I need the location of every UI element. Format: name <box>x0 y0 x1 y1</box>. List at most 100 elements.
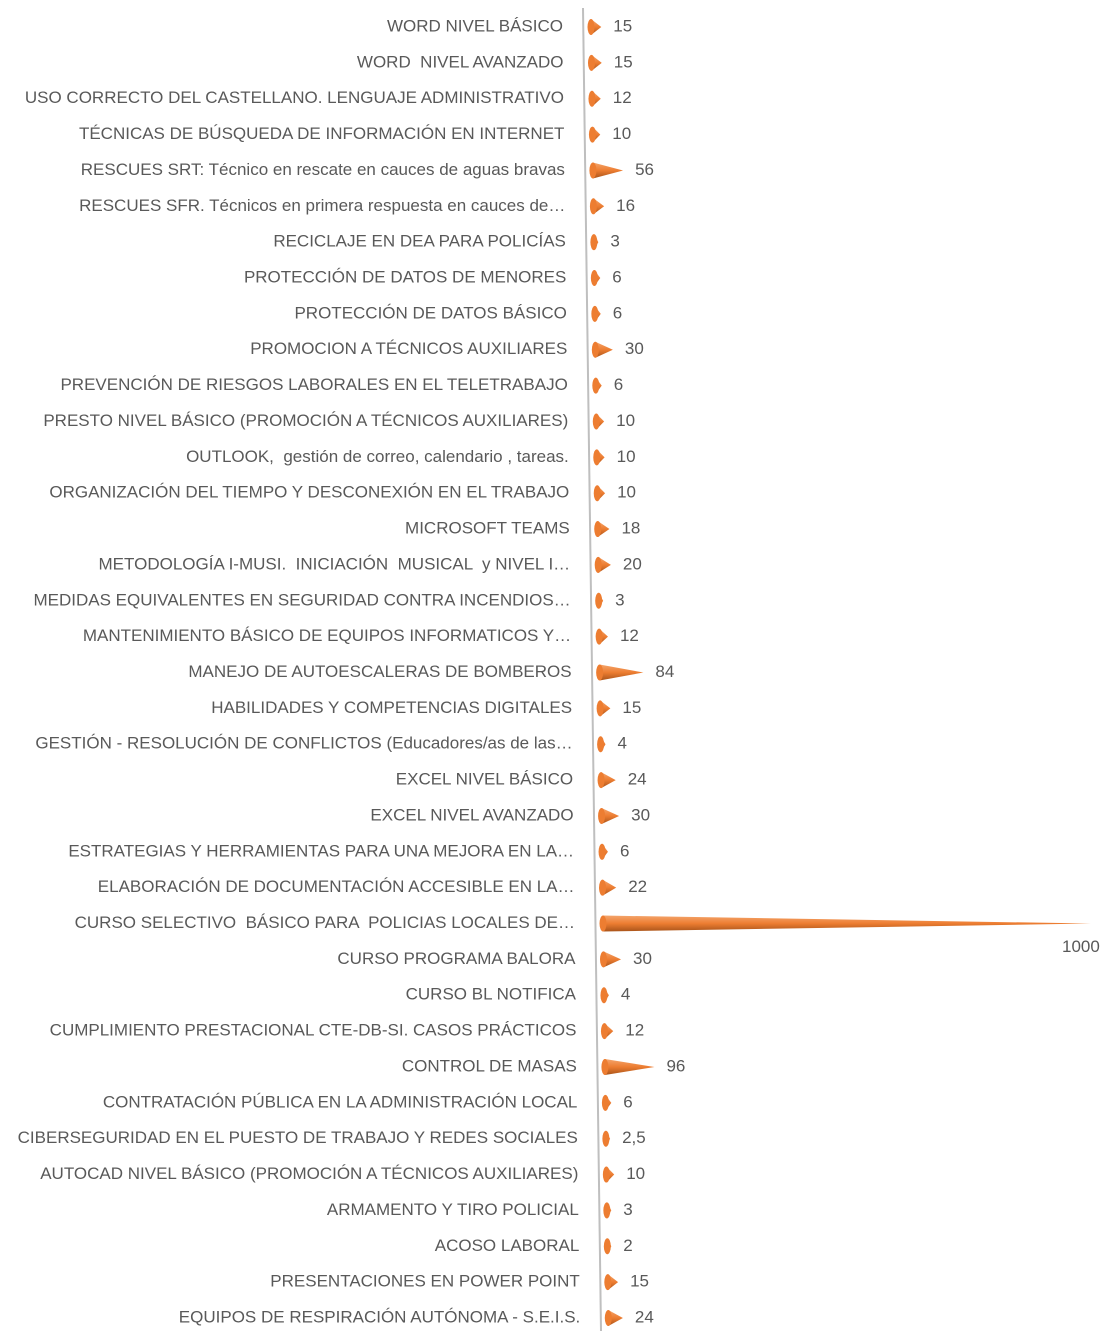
cone-base <box>594 521 602 538</box>
data-label: 30 <box>633 949 652 968</box>
category-label: GESTIÓN - RESOLUCIÓN DE CONFLICTOS (Educ… <box>35 734 572 753</box>
data-label: 6 <box>613 303 622 322</box>
data-label: 96 <box>666 1056 685 1075</box>
cone <box>608 1310 623 1326</box>
category-label: PRESENTACIONES EN POWER POINT <box>270 1272 580 1291</box>
category-label: MANTENIMIENTO BÁSICO DE EQUIPOS INFORMAT… <box>83 626 571 645</box>
category-label: CUMPLIMIENTO PRESTACIONAL CTE-DB-SI. CAS… <box>50 1021 577 1040</box>
cone <box>595 341 613 358</box>
data-label: 2,5 <box>622 1128 646 1147</box>
cone-base <box>594 556 602 573</box>
category-label: WORD NIVEL AVANZADO <box>357 52 564 71</box>
cone-base <box>598 807 606 824</box>
data-label: 10 <box>617 447 636 466</box>
data-label: 1000 <box>1062 937 1100 956</box>
data-label: 3 <box>615 590 624 609</box>
data-label: 3 <box>610 232 619 251</box>
data-label: 10 <box>626 1164 645 1183</box>
cone-base <box>588 126 596 143</box>
cone-base <box>598 843 606 860</box>
category-label: EXCEL NIVEL AVANZADO <box>370 805 573 824</box>
data-label: 6 <box>614 375 623 394</box>
data-label: 15 <box>613 16 632 35</box>
cone-base <box>602 1166 610 1183</box>
cone-base <box>604 1310 612 1326</box>
category-label: PREVENCIÓN DE RIESGOS LABORALES EN EL TE… <box>60 375 567 394</box>
cone-base <box>604 1274 612 1291</box>
cone <box>601 772 616 789</box>
data-label: 16 <box>616 196 635 215</box>
cone <box>601 807 620 824</box>
category-label: CONTRATACIÓN PÚBLICA EN LA ADMINISTRACIÓ… <box>103 1092 578 1111</box>
category-label: ARMAMENTO Y TIRO POLICIAL <box>327 1200 579 1219</box>
category-label: EQUIPOS DE RESPIRACIÓN AUTÓNOMA - S.E.I.… <box>179 1307 580 1326</box>
data-label: 2 <box>623 1236 632 1255</box>
data-label: 6 <box>612 268 621 287</box>
cone <box>592 162 624 179</box>
cone-base <box>592 413 600 430</box>
cone-base <box>597 772 605 789</box>
cone-base <box>599 951 607 968</box>
cone-base <box>599 879 607 896</box>
cone <box>604 1058 655 1075</box>
category-label: CURSO PROGRAMA BALORA <box>337 949 576 968</box>
category-label: WORD NIVEL BÁSICO <box>387 16 563 35</box>
category-label: MEDIDAS EQUIVALENTES EN SEGURIDAD CONTRA… <box>34 590 571 609</box>
cone-base <box>595 592 603 609</box>
category-label: AUTOCAD NIVEL BÁSICO (PROMOCIÓN A TÉCNIC… <box>40 1164 578 1183</box>
data-label: 4 <box>621 985 630 1004</box>
category-label: CURSO BL NOTIFICA <box>406 985 577 1004</box>
cone-base <box>601 1094 609 1111</box>
cone <box>602 879 617 896</box>
axis-line <box>582 7 602 1331</box>
data-label: 24 <box>635 1307 654 1326</box>
category-label: CIBERSEGURIDAD EN EL PUESTO DE TRABAJO Y… <box>18 1128 578 1147</box>
category-label: PROTECCIÓN DE DATOS BÁSICO <box>294 303 566 322</box>
data-label: 15 <box>630 1272 649 1291</box>
data-label: 15 <box>614 52 633 71</box>
category-label: OUTLOOK, gestión de correo, calendario ,… <box>186 447 569 466</box>
data-label: 4 <box>618 734 627 753</box>
category-label: RECICLAJE EN DEA PARA POLICÍAS <box>273 232 566 251</box>
data-label: 18 <box>621 519 640 538</box>
data-label: 24 <box>628 770 647 789</box>
cone <box>599 664 644 681</box>
category-label: ELABORACIÓN DE DOCUMENTACIÓN ACCESIBLE E… <box>98 877 575 896</box>
category-label: PROMOCION A TÉCNICOS AUXILIARES <box>250 339 567 358</box>
cone-base <box>597 736 605 753</box>
category-label: PRESTO NIVEL BÁSICO (PROMOCIÓN A TÉCNICO… <box>43 411 568 430</box>
category-label: MICROSOFT TEAMS <box>405 519 570 538</box>
cone <box>603 951 622 968</box>
cone-base <box>590 270 598 287</box>
cone-base <box>596 700 604 717</box>
data-label: 6 <box>623 1092 632 1111</box>
category-label: USO CORRECTO DEL CASTELLANO. LENGUAJE AD… <box>25 88 564 107</box>
cone-base <box>589 198 597 215</box>
category-label: EXCEL NIVEL BÁSICO <box>396 770 573 789</box>
cone-base <box>591 341 599 358</box>
data-label: 10 <box>612 124 631 143</box>
cone-base <box>603 1202 611 1219</box>
category-label: MANEJO DE AUTOESCALERAS DE BOMBEROS <box>188 662 571 681</box>
cone-base <box>587 19 595 35</box>
data-label: 10 <box>617 483 636 502</box>
cone-base <box>593 449 601 466</box>
cone-base <box>596 664 604 681</box>
data-label: 84 <box>655 662 674 681</box>
cone-base <box>601 1058 609 1075</box>
category-label: PROTECCIÓN DE DATOS DE MENORES <box>244 268 566 287</box>
data-label: 15 <box>622 698 641 717</box>
cone-base <box>591 305 599 322</box>
data-label: 12 <box>620 626 639 645</box>
data-label: 12 <box>625 1021 644 1040</box>
cone-base <box>593 485 601 502</box>
cone-base <box>589 162 597 179</box>
data-label: 10 <box>616 411 635 430</box>
data-label: 3 <box>623 1200 632 1219</box>
category-label: METODOLOGÍA I-MUSI. INICIACIÓN MUSICAL y… <box>99 554 571 573</box>
cone <box>603 915 1091 932</box>
cone <box>598 556 611 573</box>
category-label: RESCUES SRT: Técnico en rescate en cauce… <box>81 160 565 179</box>
cone-base <box>603 1238 611 1255</box>
